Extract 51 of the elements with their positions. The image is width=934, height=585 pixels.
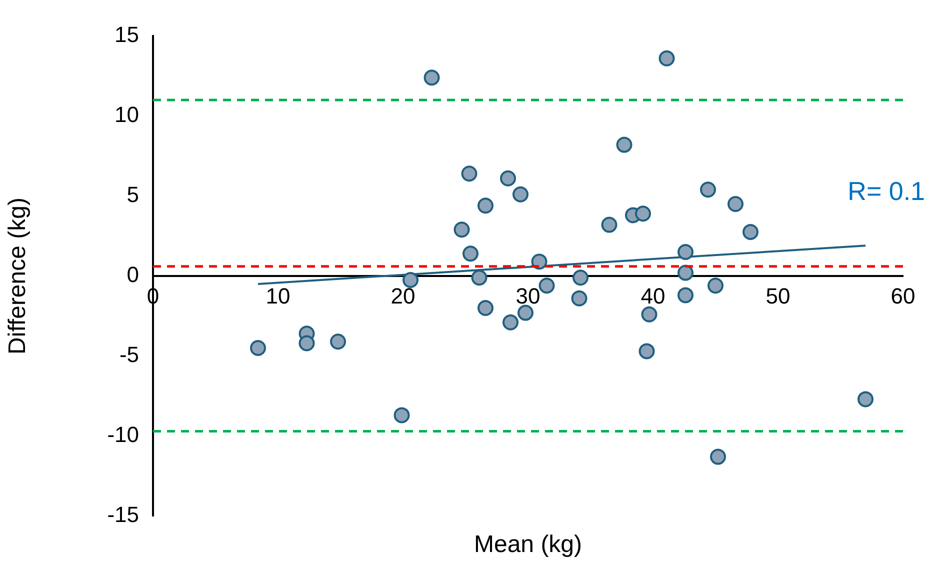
point (462, 246, 478, 262)
point (531, 254, 548, 270)
point (635, 206, 651, 222)
x-axis-title: Mean (kg) (474, 531, 582, 558)
y-tick-label: 5 (126, 182, 139, 208)
point (512, 186, 528, 202)
point (478, 300, 494, 316)
point (728, 196, 744, 212)
point (461, 166, 478, 182)
point (658, 50, 675, 66)
x-tick-label: 30 (516, 283, 540, 308)
point (616, 136, 632, 153)
x-tick-label: 60 (890, 283, 916, 308)
y-tick-label: 15 (114, 22, 139, 48)
y-axis-title: Difference (kg) (4, 198, 32, 354)
point (330, 334, 346, 350)
point (500, 170, 516, 186)
point (638, 343, 655, 360)
point (678, 264, 694, 281)
point (700, 182, 716, 198)
point (571, 290, 588, 306)
point (454, 222, 470, 238)
x-tick-label: 10 (266, 283, 290, 308)
point (478, 198, 494, 214)
point (402, 272, 418, 288)
y-tick-label: 10 (114, 102, 139, 128)
y-tick-label: -15 (107, 502, 139, 528)
point (572, 270, 588, 286)
x-tick-label: 40 (640, 283, 666, 308)
point (298, 335, 315, 352)
point (678, 244, 694, 260)
point (471, 270, 488, 286)
point (424, 70, 440, 86)
point (250, 340, 266, 356)
point (678, 287, 694, 304)
point (858, 391, 874, 408)
point (601, 216, 618, 233)
point (742, 224, 758, 240)
y-tick-label: -10 (107, 422, 139, 448)
x-tick-label: 20 (390, 283, 416, 308)
point (538, 278, 555, 294)
point (518, 304, 534, 321)
x-tick-label: 50 (766, 283, 790, 308)
y-tick-label: -5 (119, 342, 139, 368)
y-tick-label: 0 (126, 262, 139, 288)
annotation: R= 0.1 (848, 176, 925, 206)
point (394, 407, 410, 424)
point (710, 448, 726, 465)
point (641, 306, 658, 322)
point (502, 314, 518, 330)
point (708, 278, 724, 294)
